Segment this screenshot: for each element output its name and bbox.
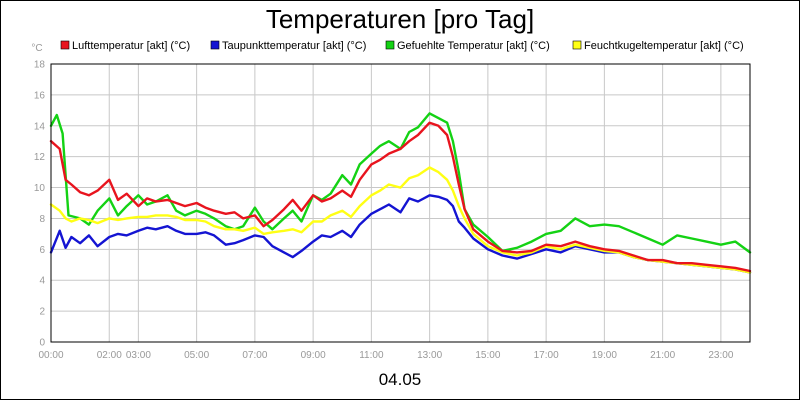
y-tick-label: 2 — [39, 307, 45, 318]
x-tick-label: 17:00 — [534, 350, 559, 361]
y-tick-label: 4 — [39, 276, 45, 287]
series-line-1 — [49, 194, 752, 274]
x-axis-ticks: 00:00 02:00 03:00 05:00 07:00 09:00 11:00 13:00… — [38, 350, 733, 361]
legend-label: Taupunkttemperatur [akt] (°C) — [222, 40, 366, 52]
x-tick-label: 09:00 — [301, 350, 326, 361]
legend-label: Feuchtkugeltemperatur [akt] (°C) — [584, 40, 744, 52]
legend-label: Lufttemperatur [akt] (°C) — [72, 40, 190, 52]
plot-area — [49, 63, 752, 343]
legend-swatch — [385, 40, 395, 50]
legend-swatch — [572, 40, 582, 50]
x-tick-label: 00:00 — [38, 350, 63, 361]
y-tick-label: 6 — [39, 245, 45, 256]
y-tick-label: 0 — [39, 338, 45, 349]
legend-swatch — [60, 40, 70, 50]
series-line-3 — [49, 166, 752, 274]
y-axis-ticks: 0 2 4 6 8 10 12 14 16 18 — [34, 60, 46, 349]
x-tick-label: 13:00 — [417, 350, 442, 361]
y-tick-label: 8 — [39, 214, 45, 225]
legend-swatch — [210, 40, 220, 50]
series-line-0 — [49, 121, 752, 273]
x-tick-label: 07:00 — [242, 350, 267, 361]
plot-frame — [50, 63, 751, 343]
y-tick-label: 18 — [34, 60, 46, 71]
legend: Lufttemperatur [akt] (°C) Taupunkttempera… — [60, 40, 744, 52]
y-axis-unit: °C — [31, 43, 42, 54]
plot-background — [51, 64, 750, 342]
y-tick-label: 12 — [34, 152, 46, 163]
x-tick-label: 15:00 — [475, 350, 500, 361]
series-lines — [49, 112, 752, 274]
legend-label: Gefuehlte Temperatur [akt] (°C) — [397, 40, 550, 52]
x-tick-label: 21:00 — [650, 350, 675, 361]
x-tick-label: 23:00 — [708, 350, 733, 361]
x-tick-label: 19:00 — [592, 350, 617, 361]
y-tick-label: 16 — [34, 90, 46, 101]
x-tick-label: 02:00 — [97, 350, 122, 361]
y-tick-label: 14 — [34, 121, 46, 132]
x-tick-label: 05:00 — [184, 350, 209, 361]
x-tick-label: 11:00 — [359, 350, 384, 361]
series-line-2 — [49, 112, 752, 254]
chart-title: Temperaturen [pro Tag] — [266, 4, 534, 34]
x-axis-label: 04.05 — [379, 370, 422, 389]
y-tick-label: 10 — [34, 183, 46, 194]
x-tick-label: 03:00 — [126, 350, 151, 361]
